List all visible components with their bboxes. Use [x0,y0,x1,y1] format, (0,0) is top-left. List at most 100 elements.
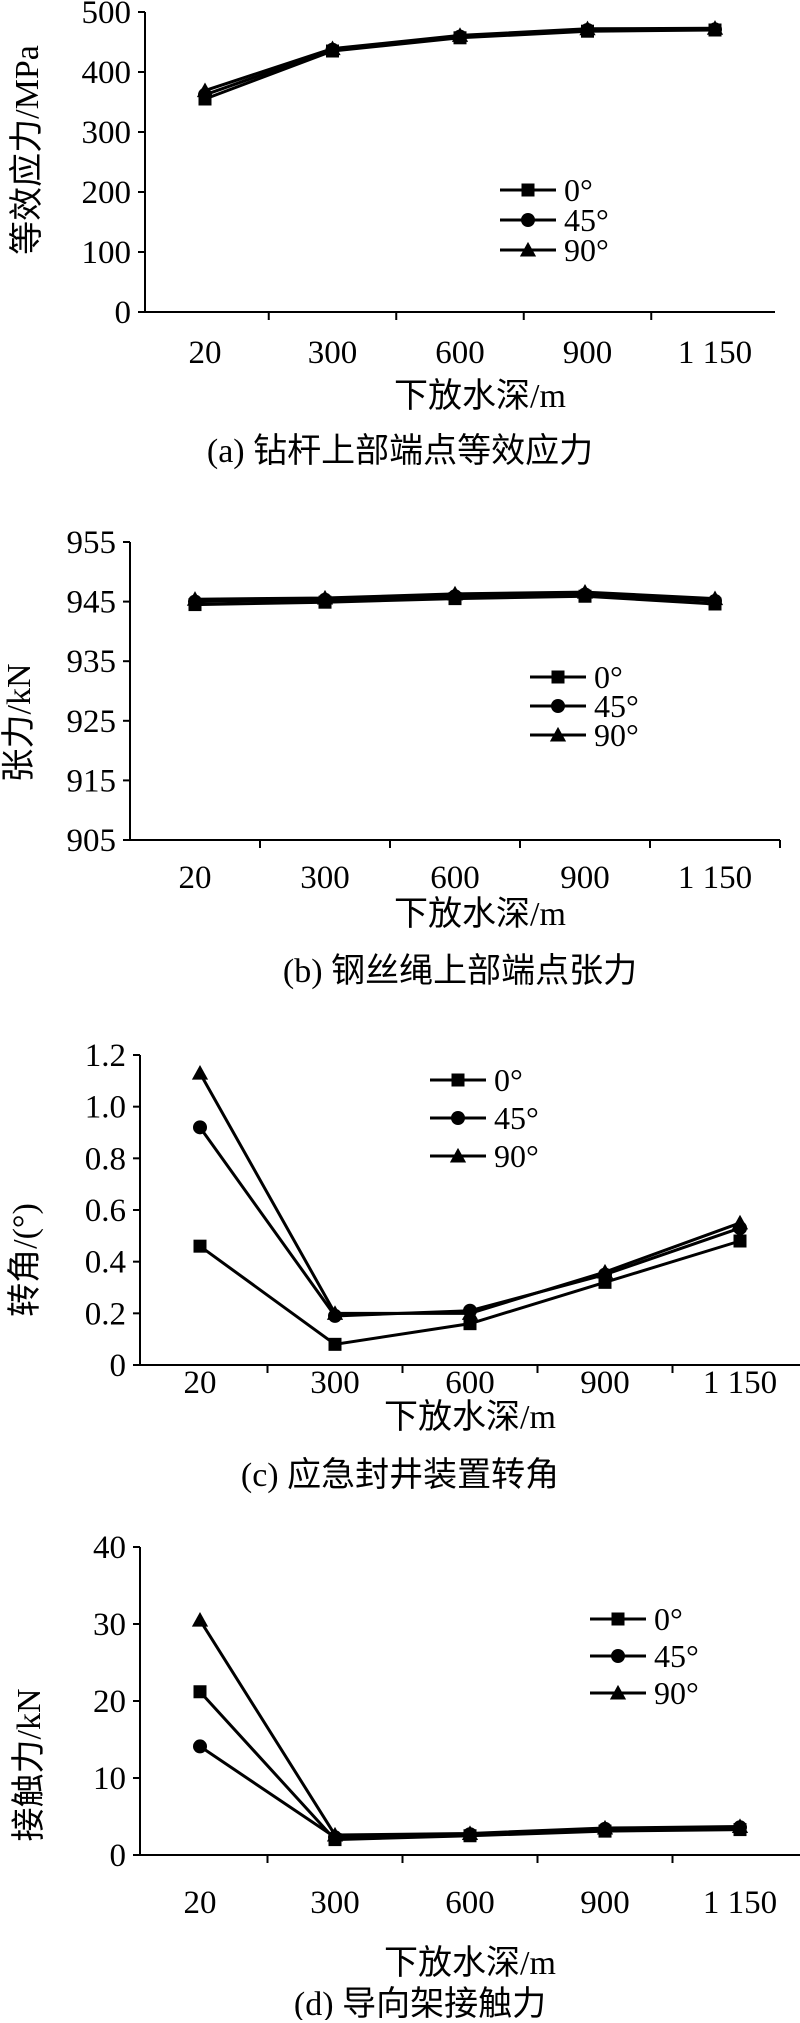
x-tick-label: 20 [184,1885,217,1921]
y-tick-label: 0.4 [85,1245,126,1281]
x-tick-label: 600 [445,1885,495,1921]
chart-a-svg: 等效应力/MPa 下放水深/m (a) 钻杆上部端点等效应力 0 100 200 30… [8,0,775,470]
plot-marks: 905 915 925 935 945 955 20 300 600 900 1 150 0°45°9… [67,525,781,896]
x-axis-title: 下放水深/m [384,1398,556,1436]
data-point-square [463,1317,477,1331]
legend-label: 45° [654,1638,699,1674]
data-point-square [328,1337,342,1351]
data-point-circle [193,1120,207,1135]
legend-label: 90° [594,717,639,753]
y-tick-label: 400 [82,55,132,91]
legend-label: 45° [494,1100,539,1136]
x-axis-title: 下放水深/m [394,377,566,415]
panel-caption: (a) 钻杆上部端点等效应力 [207,432,593,470]
legend-marker-square [611,1612,625,1626]
series-line [198,1072,741,1315]
data-point-square [193,1685,207,1699]
y-axis-title: 转角/(°) [6,1203,44,1317]
data-point-triangle [461,1825,479,1840]
x-tick-label: 1 150 [678,335,752,371]
series-line [198,1690,741,1842]
x-tick-label: 300 [300,860,350,896]
y-tick-label: 0 [110,1838,127,1874]
y-tick-label: 20 [93,1684,126,1720]
legend-marker-circle [451,1111,465,1125]
y-tick-label: 945 [67,585,117,621]
legend-label: 45° [594,688,639,724]
legend-marker-square [521,183,535,197]
legend-label: 0° [594,659,623,695]
x-tick-label: 1 150 [703,1885,777,1921]
legend-marker-circle [611,1649,625,1663]
panel-a: 等效应力/MPa 下放水深/m (a) 钻杆上部端点等效应力 0 100 200 30… [0,0,800,505]
plot-marks: 0 0.2 0.4 0.6 0.8 1.0 1.2 20 300 600 900 1 150 0°45°… [85,1038,800,1401]
panel-caption: (d) 导向架接触力 [294,1985,546,2020]
data-point-triangle [446,585,464,601]
y-tick-label: 0.6 [85,1193,126,1229]
y-tick-label: 500 [82,0,132,31]
data-point-triangle [706,590,724,606]
x-tick-label: 1 150 [678,860,752,896]
y-axis-title: 接触力/kN [10,1689,48,1842]
data-point-triangle [191,1612,209,1627]
plot-marks: 0 10 20 30 40 20 300 600 900 1 150 0°45°90° [93,1530,800,1921]
x-tick-label: 1 150 [703,1365,777,1401]
panel-caption: (b) 钢丝绳上部端点张力 [283,952,637,990]
y-tick-label: 100 [82,235,132,271]
legend-marker-circle [521,213,535,227]
data-point-triangle [576,583,594,599]
legend-label: 90° [564,232,609,268]
legend-marker-triangle [449,1147,467,1163]
data-point-triangle [731,1214,749,1230]
x-axis-title: 下放水深/m [384,1944,556,1982]
data-point-triangle [326,1305,344,1320]
plot-marks: 0 100 200 300 400 500 20 300 600 900 1 150 0°45°90° [82,0,775,371]
data-point-square [193,1239,207,1253]
y-tick-label: 0 [110,1348,127,1384]
y-axis-title: 等效应力/MPa [8,45,46,255]
data-point-triangle [731,1818,749,1834]
panel-b: 张力/kN 下放水深/m (b) 钢丝绳上部端点张力 905 915 925 935 9… [0,505,800,1010]
y-tick-label: 300 [82,115,132,151]
legend-label: 90° [494,1138,539,1174]
y-tick-label: 925 [67,704,117,740]
data-point-triangle [316,589,334,605]
data-point-triangle [596,1819,614,1835]
data-point-triangle [196,82,214,98]
chart-c-svg: 转角/(°) 下放水深/m (c) 应急封井装置转角 0 0.2 0.4 0.6 0.8… [6,1038,800,1494]
y-tick-label: 915 [67,763,117,799]
x-tick-label: 20 [179,860,212,896]
data-point-triangle [596,1263,614,1279]
series-line [199,1745,741,1839]
x-tick-label: 20 [189,335,222,371]
x-tick-label: 900 [563,335,613,371]
x-tick-label: 600 [445,1365,495,1401]
x-tick-label: 900 [560,860,610,896]
legend-marker-triangle [519,241,537,257]
y-tick-label: 905 [67,823,117,859]
y-tick-label: 30 [93,1607,126,1643]
legend-label: 45° [564,202,609,238]
data-point-triangle [186,591,204,606]
y-tick-label: 0 [115,295,132,331]
data-point-square [733,1234,747,1248]
y-tick-label: 935 [67,644,117,680]
legend-marker-triangle [549,726,567,742]
x-tick-label: 600 [435,335,485,371]
y-tick-label: 0.8 [85,1141,126,1177]
data-point-triangle [324,40,341,56]
legend-label: 0° [654,1601,683,1637]
y-tick-label: 1.2 [85,1038,126,1074]
legend-marker-square [451,1073,465,1087]
y-axis-title: 张力/kN [0,664,38,783]
data-point-triangle [451,27,469,42]
x-tick-label: 900 [580,1365,630,1401]
legend-label: 90° [654,1675,699,1711]
x-tick-label: 300 [310,1365,360,1401]
y-tick-label: 1.0 [85,1090,126,1126]
legend-marker-triangle [609,1684,627,1700]
y-tick-label: 955 [67,525,117,561]
panel-caption: (c) 应急封井装置转角 [241,1456,559,1494]
y-tick-label: 0.2 [85,1296,126,1332]
